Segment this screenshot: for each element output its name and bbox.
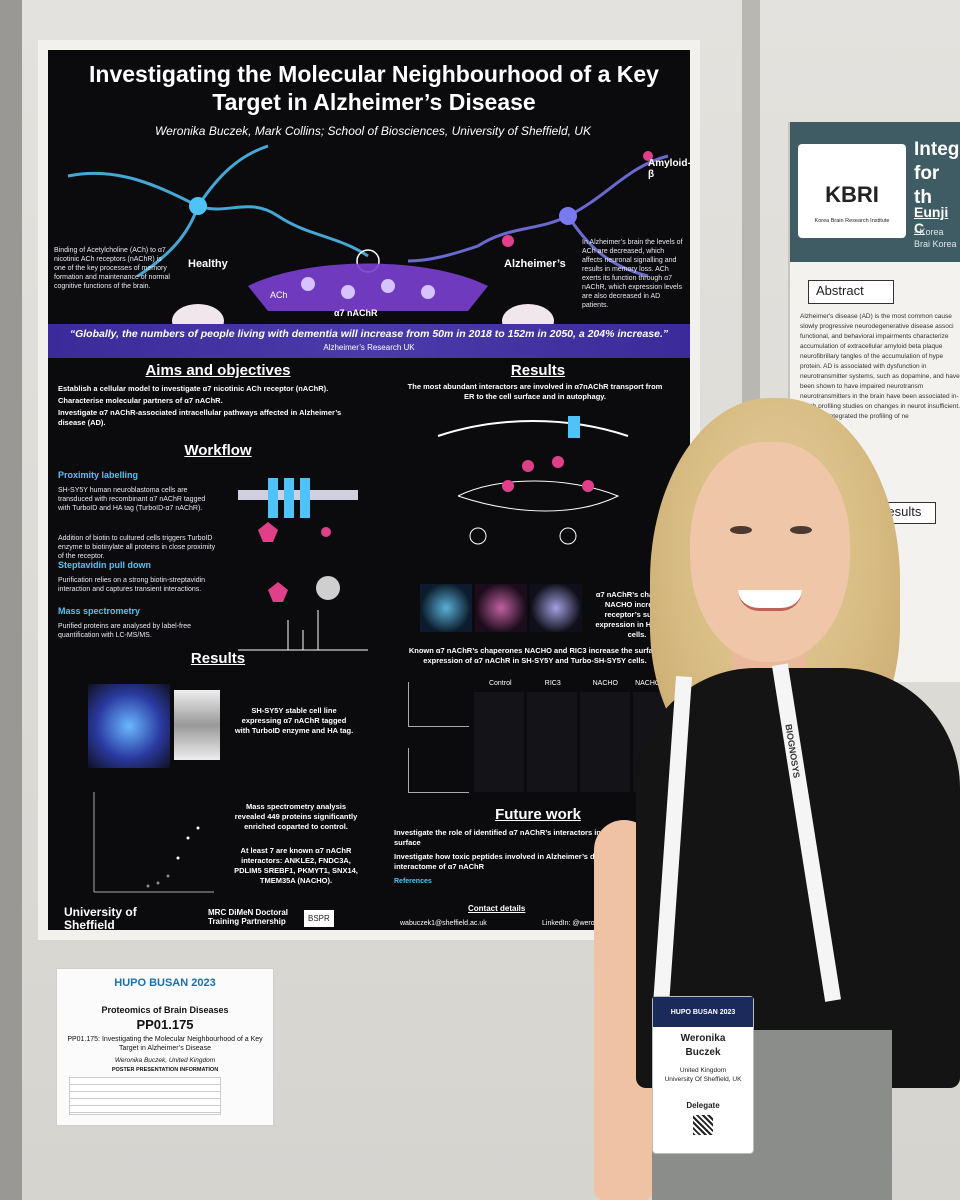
abstract-text: Alzheimer's disease (AD) is the most com… [800,313,960,420]
sign-info-table [69,1077,221,1115]
microscopy-image [88,684,170,768]
panel-label: RIC3 [544,680,561,687]
left-intro-text: Binding of Acetylcholine (ACh) to α7 nic… [54,247,170,290]
proximity-text: SH-SY5Y human neuroblastoma cells are tr… [58,487,206,512]
workflow-heading: Workflow [184,442,252,459]
quote-text: “Globally, the numbers of people living … [69,328,669,340]
panel-label: Control [488,680,512,687]
badge-first-name: Weronika [680,1033,726,1044]
result2-text: Mass spectrometry analysis revealed 449 … [234,802,358,831]
name-badge: HUPO BUSAN 2023 Weronika Buczek United K… [652,996,754,1154]
sign-event: HUPO BUSAN 2023 [114,977,216,989]
results-heading-right: Results [510,362,566,379]
bspr-logo: BSPR [304,910,334,927]
amyloid-label: Amyloid-β [648,158,691,180]
results-heading-left: Results [190,650,246,667]
person-face [690,442,850,662]
panel-label: NACHO [592,680,618,687]
badge-country: United Kingdom [679,1067,727,1074]
aim-item: Characterise molecular partners of α7 nA… [58,396,223,405]
result2b-text: At least 7 are known α7 nAChR interactor… [234,846,358,885]
right-intro-text: In Alzheimer’s brain the levels of ACh a… [582,239,683,309]
sign-presenter: Weronika Buczek, United Kingdom [114,1057,216,1064]
email-2[interactable]: mark.collins@sheffield.ac.uk [400,932,489,939]
second-poster-affiliation: ¹ Korea Brai Korea [914,227,957,249]
poster-title: Investigating the Molecular Neighbourhoo… [89,61,659,115]
sheffield-logo: University of Sheffield [64,905,137,932]
email-1[interactable]: wabuczek1@sheffield.ac.uk [400,920,487,927]
future-item: Investigate the role of identified α7 nA… [394,828,677,847]
quote-banner [48,324,690,358]
linkedin-handle[interactable]: LinkedIn: @weronikabuczek [542,920,630,927]
aims-heading: Aims and objectives [145,362,291,379]
receptor-label: α7 nAChR [334,308,378,318]
kbri-logo: KBRI Korea Brain Research Institute [798,144,906,238]
mrc-logo: MRC DiMeN Doctoral Training Partnership [208,908,289,926]
references-label: References [394,878,432,885]
sign-info: POSTER PRESENTATION INFORMATION [111,1067,219,1073]
abstract-box [808,280,894,304]
future-item: Investigate how toxic peptides involved … [394,852,660,871]
western-blot-image [174,690,220,760]
trafficking-diagram [437,416,629,545]
result5-text: Known α7 nAChR’s chaperones NACHO and RI… [408,646,662,665]
badge-role: Delegate [686,1101,720,1110]
healthy-label: Healthy [188,258,228,270]
bar-chart-1 [408,682,469,727]
pulldown-text: Purification relies on a strong biotin-s… [58,577,206,593]
neuron-illustration [67,144,669,326]
ms-heading: Mass spectrometry [58,606,141,616]
result3-text: The most abundant interactors are involv… [407,382,663,401]
badge-last-name: Buczek [685,1047,721,1058]
biotin-text: Addition of biotin to cultured cells tri… [58,535,216,560]
quote-source: Alzheimer’s Research UK [323,343,415,352]
board-frame-left [0,0,22,1200]
panel-labels: Control RIC3 NACHO NACHO+RIC3 [474,680,684,687]
alzheimers-label: Alzheimer’s [504,258,566,270]
poster-authors: Weronika Buczek, Mark Collins; School of… [155,124,591,138]
workflow-diagram [238,478,368,651]
result1-text: SH-SY5Y stable cell line expressing α7 n… [234,706,354,735]
bar-chart-2 [408,748,469,793]
badge-header [653,997,753,1027]
proximity-heading: Proximity labelling [58,470,139,480]
volcano-plot [93,792,214,893]
future-heading: Future work [495,806,581,823]
hek-images [420,584,582,632]
kbri-logo-text: KBRI [825,182,879,207]
sign-title: PP01.175: Investigating the Molecular Ne… [67,1036,263,1052]
sign-category: Proteomics of Brain Diseases [101,1005,229,1015]
second-poster-title: Integ for th [914,139,960,208]
main-poster: Investigating the Molecular Neighbourhoo… [38,40,700,940]
badge-affiliation: University Of Sheffield, UK [664,1076,742,1083]
pulldown-heading: Steptavidin pull down [58,560,151,570]
badge-event: HUPO BUSAN 2023 [670,1009,736,1016]
poster-number-sign: HUPO BUSAN 2023 Proteomics of Brain Dise… [56,968,274,1126]
ms-text: Purified proteins are analysed by label-… [58,623,192,639]
contact-heading: Contact details [468,904,526,913]
ach-label: ACh [270,290,288,300]
aim-item: Investigate α7 nAChR-associated intracel… [58,408,342,427]
kbri-logo-sub: Korea Brain Research Institute [814,218,890,224]
qr-code-icon [693,1115,713,1135]
abstract-label: Abstract [816,283,864,298]
result4-text: α7 nAChR’s chaperone NACHO increases rec… [595,590,679,639]
aim-item: Establish a cellular model to investigat… [58,384,329,393]
sign-code: PP01.175 [136,1017,194,1032]
second-poster-author: Eunji C [914,204,949,236]
